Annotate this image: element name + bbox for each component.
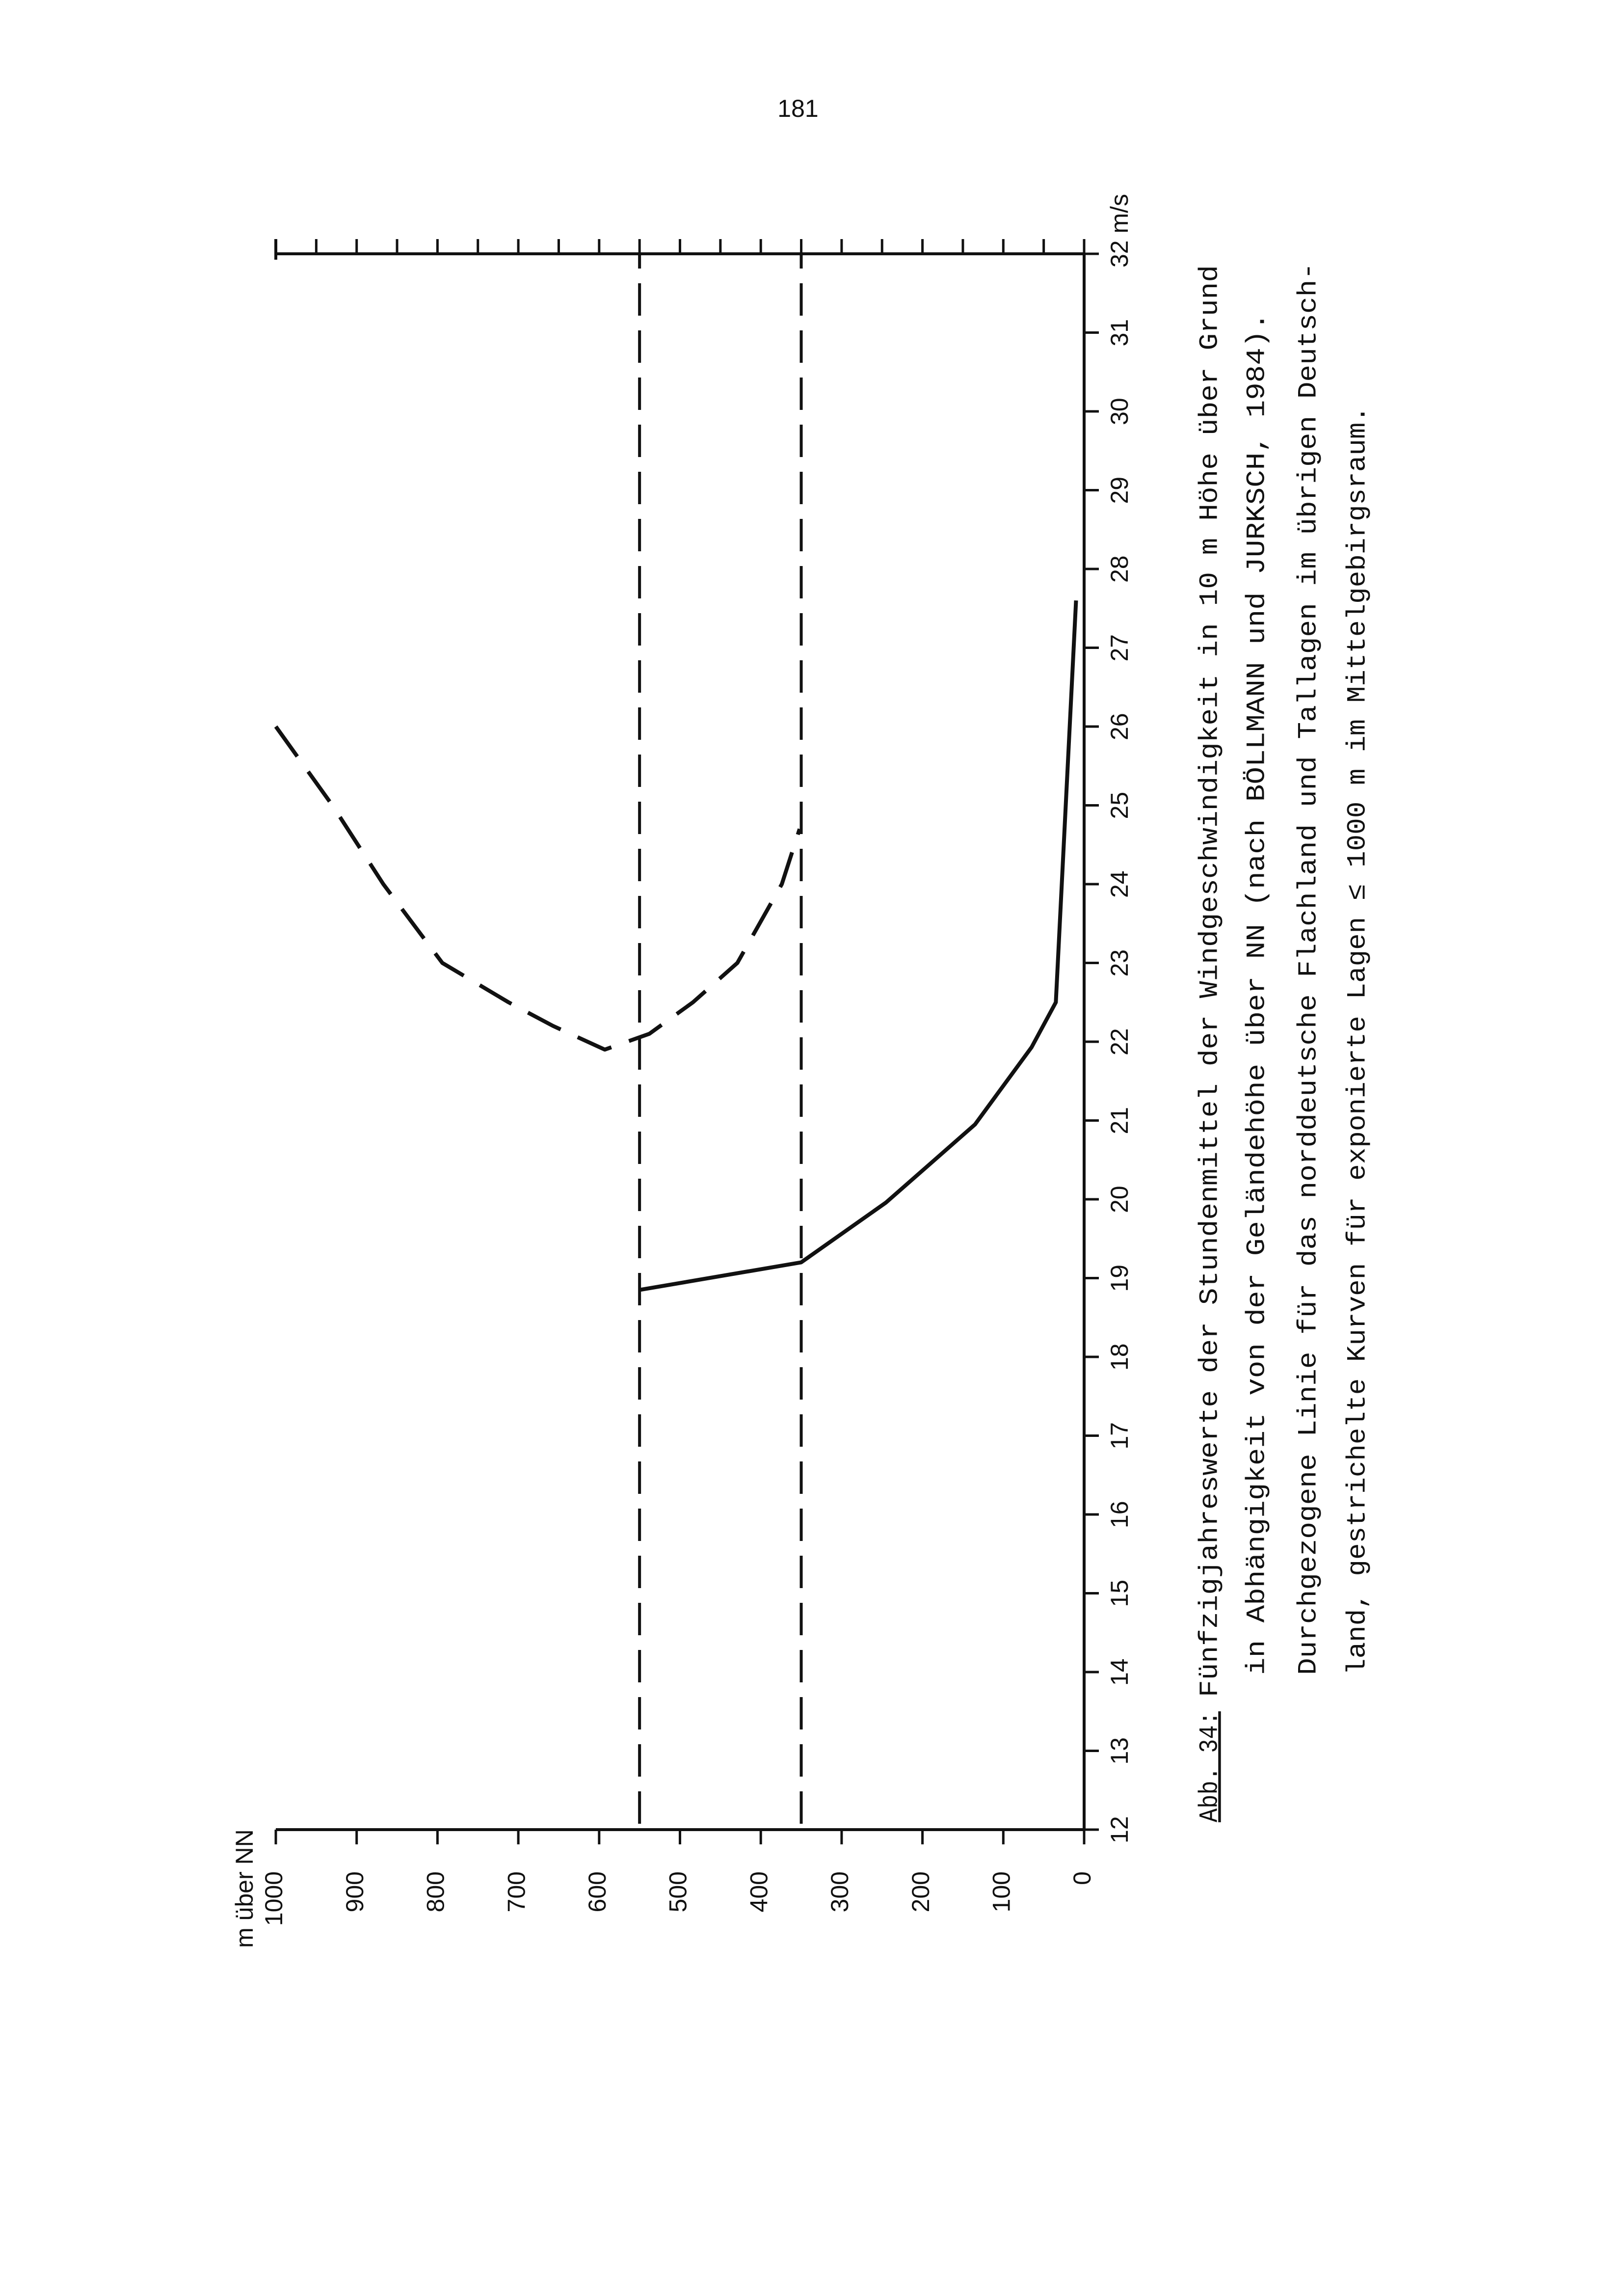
caption-line: Durchgezogene Linie für das norddeutsche… <box>1294 263 1324 1675</box>
y-tick-label: 100 <box>988 1871 1015 1912</box>
x-tick-label: 12 <box>1106 1816 1133 1843</box>
x-tick-label: 14 <box>1106 1658 1133 1686</box>
x-tick-label: 25 <box>1106 792 1133 819</box>
y-tick-label: 500 <box>665 1871 692 1912</box>
x-tick-label: 21 <box>1106 1107 1133 1134</box>
x-tick-label: 30 <box>1106 398 1133 425</box>
x-tick-label: 20 <box>1106 1186 1133 1213</box>
curve <box>639 600 1078 1292</box>
page-number: 181 <box>777 95 818 122</box>
x-tick-label: 17 <box>1106 1422 1133 1450</box>
y-tick-label: 700 <box>503 1871 530 1912</box>
x-tick-label: 26 <box>1106 713 1133 740</box>
y-tick-label: 1000 <box>260 1871 288 1926</box>
curve <box>274 725 802 1052</box>
x-tick-label: 32 m/s <box>1106 194 1133 268</box>
y-tick-label: 900 <box>341 1871 369 1912</box>
x-tick-label: 18 <box>1106 1343 1133 1371</box>
x-tick-label: 16 <box>1106 1501 1133 1528</box>
y-tick-label: 600 <box>584 1871 611 1912</box>
y-tick-label: 800 <box>422 1871 450 1912</box>
x-tick-label: 24 <box>1106 870 1133 898</box>
x-tick-label: 28 <box>1106 555 1133 583</box>
caption-label: Abb. 34: <box>1195 1711 1225 1822</box>
y-tick-label: 400 <box>745 1871 772 1912</box>
caption-line: land, gestrichelte Kurven für exponierte… <box>1343 406 1373 1675</box>
x-tick-label: 19 <box>1106 1265 1133 1292</box>
caption-line: in Abhängigkeit von der Geländehöhe über… <box>1242 313 1272 1675</box>
x-tick-label: 31 <box>1106 319 1133 347</box>
caption-line: Fünfzigjahreswerte der Stundenmittel der… <box>1195 265 1225 1697</box>
x-tick-label: 27 <box>1106 634 1133 662</box>
x-tick-label: 22 <box>1106 1028 1133 1055</box>
y-tick-label: 300 <box>826 1871 853 1912</box>
x-tick-label: 29 <box>1106 477 1133 504</box>
x-tick-label: 13 <box>1106 1737 1133 1765</box>
y-tick-label: 200 <box>907 1871 934 1912</box>
x-tick-label: 15 <box>1106 1580 1133 1607</box>
y-axis-label: m über NN <box>231 1829 258 1948</box>
x-tick-label: 23 <box>1106 949 1133 977</box>
y-tick-label: 0 <box>1068 1871 1096 1885</box>
